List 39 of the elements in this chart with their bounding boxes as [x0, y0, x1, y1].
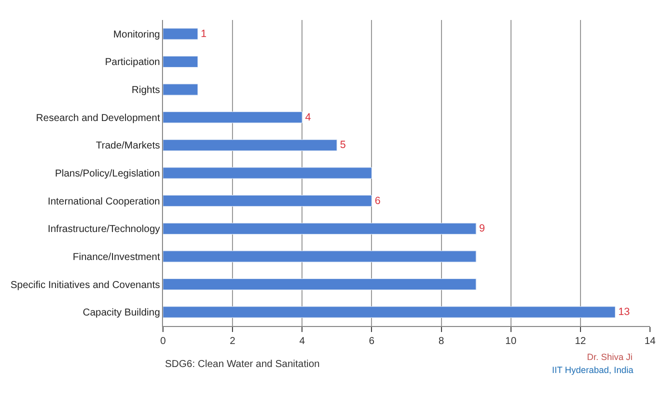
- x-tick-label: 4: [299, 336, 306, 347]
- y-tick-label: Finance/Investment: [72, 252, 160, 263]
- bar: [163, 306, 616, 318]
- y-tick-label: Participation: [104, 57, 160, 68]
- data-label: 4: [305, 112, 312, 124]
- bar: [163, 167, 372, 179]
- bar: [163, 222, 476, 234]
- bar: [163, 112, 302, 124]
- y-tick-label: Specific Initiatives and Covenants: [10, 280, 160, 291]
- y-tick-label: Monitoring: [113, 29, 160, 40]
- bar: [163, 278, 476, 290]
- data-label: 5: [340, 140, 346, 152]
- text: Dr. Shiva Ji: [587, 352, 633, 362]
- y-tick-label: Research and Development: [36, 112, 160, 124]
- bar: [163, 84, 198, 96]
- bar: [163, 28, 198, 40]
- x-tick-label: 2: [230, 336, 236, 347]
- x-tick-label: 8: [438, 336, 445, 347]
- y-tick-label: Plans/Policy/Legislation: [54, 168, 160, 180]
- y-tick-label: Rights: [132, 85, 160, 96]
- text: SDG6: Clean Water and Sanitation: [165, 359, 320, 370]
- x-tick-label: 6: [368, 336, 375, 347]
- data-label: 1: [200, 28, 207, 40]
- y-tick-label: Trade/Markets: [96, 140, 160, 152]
- bar: [163, 139, 338, 151]
- x-tick-label: 12: [574, 336, 586, 347]
- bar: [163, 56, 198, 68]
- y-tick-label: Capacity Building: [82, 308, 160, 319]
- x-tick-label: 14: [644, 336, 656, 347]
- x-tick-label: 0: [160, 336, 166, 347]
- data-label: 9: [479, 224, 486, 235]
- data-label: 13: [618, 307, 630, 318]
- y-tick-label: International Cooperation: [48, 196, 160, 208]
- x-tick-label: 10: [505, 336, 517, 347]
- data-label: 6: [374, 196, 381, 207]
- y-tick-label: Infrastructure/Technology: [48, 224, 160, 236]
- text: IIT Hyderabad, India: [552, 365, 634, 375]
- bar: [163, 195, 372, 207]
- bar: [163, 250, 476, 262]
